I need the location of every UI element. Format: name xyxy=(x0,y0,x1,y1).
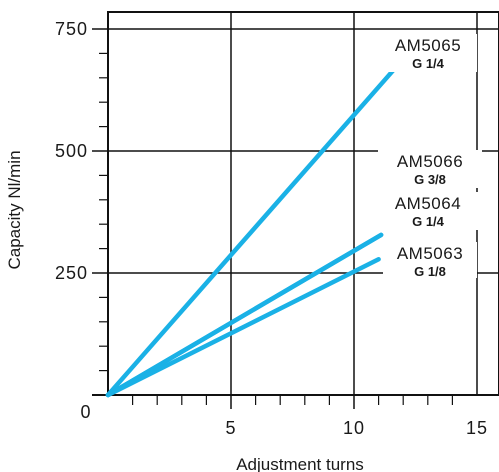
series-label-thread: G 3/8 xyxy=(414,172,446,187)
series-label-thread: G 1/8 xyxy=(414,264,446,279)
x-tick-label: 0 xyxy=(80,402,91,422)
x-tick-label: 10 xyxy=(343,418,365,438)
series-label-background xyxy=(383,242,477,278)
x-tick-label: 5 xyxy=(225,418,236,438)
series-label-name: AM5064 xyxy=(395,194,461,213)
series-label-name: AM5063 xyxy=(397,244,463,263)
series-line-AM5063 xyxy=(105,257,381,398)
series-line-AM5064 xyxy=(105,232,384,398)
y-axis-title: Capacity Nl/min xyxy=(5,150,24,269)
y-tick-label: 250 xyxy=(55,263,88,283)
series-label-thread: G 1/4 xyxy=(412,56,445,71)
plot-frame xyxy=(107,11,499,396)
series-label-name: AM5065 xyxy=(395,36,461,55)
x-tick-label: 15 xyxy=(466,418,488,438)
minor-ticks xyxy=(99,52,453,409)
series-label-background xyxy=(378,150,482,188)
label-backgrounds xyxy=(378,34,482,278)
y-tick-label: 750 xyxy=(55,19,88,39)
series-line-AM5065 xyxy=(105,51,411,398)
x-axis-title: Adjustment turns xyxy=(236,455,364,472)
tick-labels: 0 5 10 15 250 500 750 xyxy=(55,19,488,438)
y-tick-label: 500 xyxy=(55,141,88,161)
series-label-background xyxy=(378,192,478,230)
series-label-background xyxy=(383,34,477,72)
series-lines xyxy=(105,51,411,398)
series-label-name: AM5066 xyxy=(397,152,463,171)
series-label-thread: G 1/4 xyxy=(412,214,445,229)
